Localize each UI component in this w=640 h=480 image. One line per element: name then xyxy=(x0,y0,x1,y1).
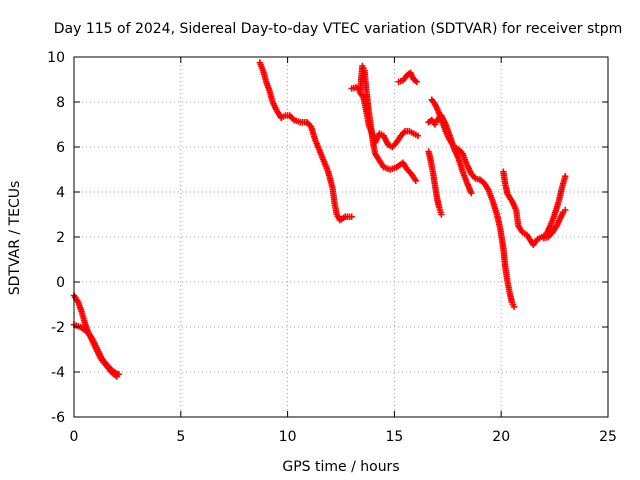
x-tick-label: 10 xyxy=(279,429,297,445)
x-tick-label: 25 xyxy=(599,429,617,445)
y-tick-label: 4 xyxy=(56,185,65,201)
x-axis-label: GPS time / hours xyxy=(282,459,399,475)
data-point xyxy=(562,173,569,180)
chart-title: Day 115 of 2024, Sidereal Day-to-day VTE… xyxy=(54,21,623,37)
x-tick-label: 5 xyxy=(176,429,185,445)
y-tick-label: -2 xyxy=(51,320,65,336)
data-point xyxy=(562,206,569,214)
data-point xyxy=(468,189,475,197)
y-tick-label: 8 xyxy=(56,95,65,111)
y-tick-label: 6 xyxy=(56,140,65,156)
y-tick-label: 10 xyxy=(47,50,65,66)
x-tick-label: 20 xyxy=(492,429,510,445)
x-tick-label: 0 xyxy=(70,429,79,445)
y-tick-label: -6 xyxy=(51,410,65,426)
grid-layer xyxy=(74,57,608,417)
data-point xyxy=(114,371,121,378)
data-point xyxy=(438,211,445,218)
y-tick-label: 0 xyxy=(56,275,65,291)
y-tick-label: -4 xyxy=(51,365,65,381)
data-point xyxy=(510,303,518,310)
y-axis-label: SDTVAR / TECUs xyxy=(7,181,23,296)
y-tick-label: 2 xyxy=(56,230,65,246)
data-point xyxy=(412,177,419,184)
points-layer xyxy=(70,59,569,380)
data-point xyxy=(348,213,355,220)
data-point xyxy=(414,132,422,139)
axis-layer: 0 5 10 15 20 25 -6 -4 -2 0 2 4 6 8 10 xyxy=(47,50,617,445)
x-tick-label: 15 xyxy=(385,429,403,445)
data-point xyxy=(413,78,421,85)
